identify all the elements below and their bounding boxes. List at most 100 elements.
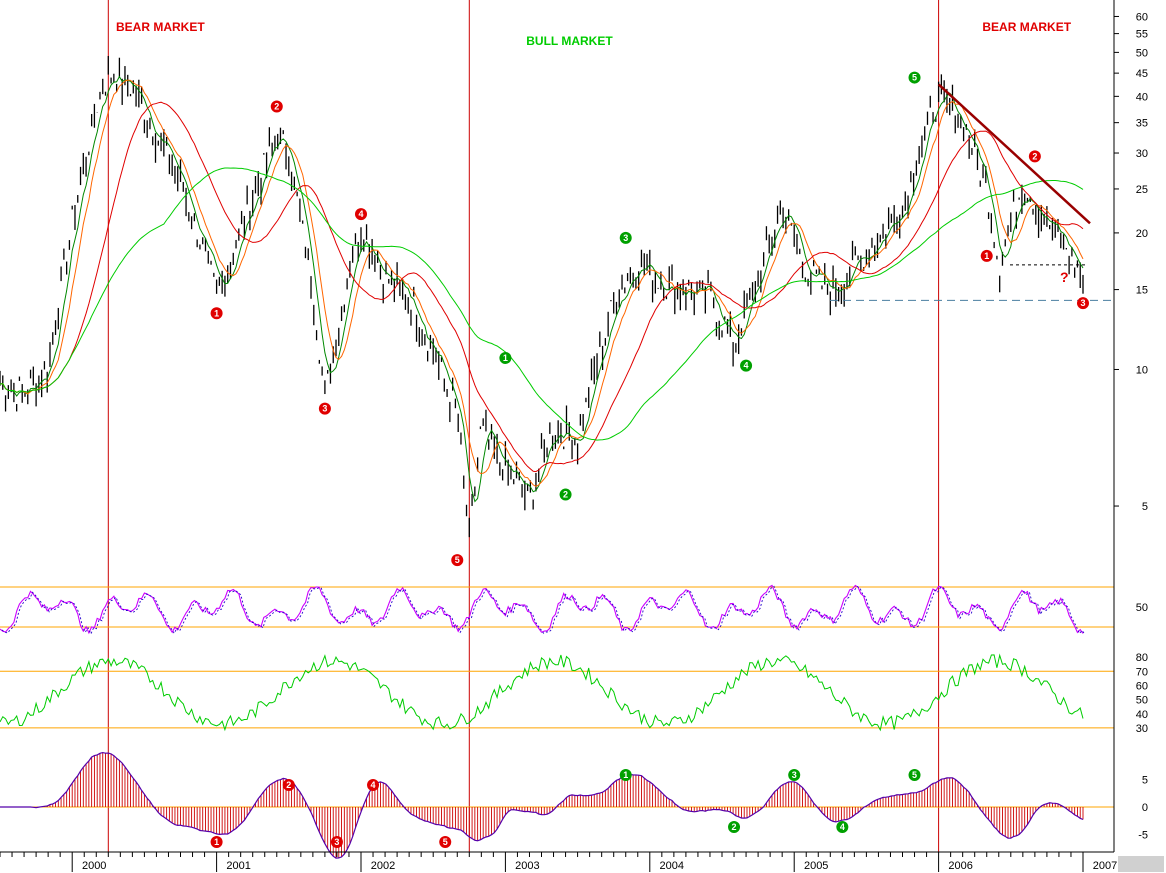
y-tick-label: 25 (1136, 184, 1148, 196)
market-phase-label: BEAR MARKET (982, 20, 1071, 34)
wave-marker: 2 (282, 779, 295, 791)
wave-marker-label: 2 (286, 780, 291, 790)
wave-marker-label: 4 (371, 780, 376, 790)
question-mark: ? (1060, 269, 1069, 285)
stochastic-panel (0, 653, 1084, 732)
wave-marker: 1 (210, 307, 223, 320)
y-tick-label: 60 (1136, 11, 1148, 23)
scrollbar-corner (1118, 856, 1164, 872)
wave-marker-dot (210, 307, 223, 320)
downtrend-line (937, 83, 1091, 225)
wave-marker-dot (728, 821, 741, 833)
wave-marker-label: 3 (792, 770, 797, 780)
wave-marker-label: 1 (984, 251, 989, 261)
wave-marker: 2 (559, 488, 572, 501)
wave-marker-label: 4 (358, 209, 363, 219)
x-tick-label: 2003 (515, 860, 539, 872)
wave-marker-label: 4 (744, 361, 749, 371)
macd-tick-label: 0 (1142, 802, 1148, 814)
wave-marker: 3 (619, 231, 632, 244)
stochastic-tick-label: 40 (1136, 709, 1148, 721)
indicator-guide-lines (0, 586, 1114, 808)
stochastic-tick-label: 60 (1136, 680, 1148, 692)
y-tick-label: 40 (1136, 91, 1148, 103)
bear-bull-divider-lines (107, 0, 940, 852)
macd-tick-label: -5 (1138, 830, 1148, 842)
wave-marker-label: 3 (322, 404, 327, 414)
wave-marker-label: 1 (214, 837, 219, 847)
wave-marker: 3 (1077, 297, 1089, 310)
wave-marker: 2 (728, 821, 741, 833)
wave-marker-dot (980, 249, 993, 262)
wave-marker: 1 (499, 351, 512, 364)
wave-marker: 5 (908, 71, 921, 84)
elliott-wave-markers: 1 2 3 4 5 1 2 3 4 5 1 2 3 1 2 3 4 5 1 2 3 4 5 (210, 71, 1089, 848)
wave-marker: 5 (451, 554, 464, 567)
macd-tick-label: 5 (1142, 775, 1148, 787)
wave-marker-dot (559, 488, 572, 501)
x-tick-label: 2005 (804, 860, 828, 872)
y-tick-label: 30 (1136, 148, 1148, 160)
wave-marker-label: 1 (503, 353, 508, 363)
stochastic-tick-label: 80 (1136, 652, 1148, 664)
y-tick-label: 55 (1136, 29, 1148, 41)
moving-average-short (0, 75, 1084, 503)
wave-marker-dot (499, 351, 512, 364)
x-tick-label: 2006 (948, 860, 972, 872)
wave-marker-dot (270, 100, 283, 113)
wave-marker: 4 (740, 359, 753, 372)
wave-marker: 2 (1028, 150, 1041, 163)
wave-marker-label: 5 (443, 837, 448, 847)
y-tick-label: 35 (1136, 118, 1148, 130)
wave-marker-dot (1028, 150, 1041, 163)
wave-marker-dot (367, 779, 380, 791)
price-panel (0, 56, 1112, 538)
stochastic-tick-label: 50 (1136, 695, 1148, 707)
rsi-tick-label: 50 (1136, 602, 1148, 614)
y-tick-label: 50 (1136, 47, 1148, 59)
wave-marker-dot (330, 836, 343, 848)
wave-marker: 1 (210, 836, 223, 848)
market-phase-label: BULL MARKET (526, 34, 613, 48)
wave-marker-dot (740, 359, 753, 372)
wave-marker-dot (908, 769, 921, 781)
wave-marker-dot (619, 769, 632, 781)
macd-panel (0, 751, 1084, 859)
x-tick-label: 2002 (371, 860, 395, 872)
y-tick-label: 20 (1136, 228, 1148, 240)
moving-average-long (0, 101, 1084, 473)
rsi-line-signal (1, 585, 1086, 635)
wave-marker-label: 3 (334, 837, 339, 847)
wave-marker-dot (619, 231, 632, 244)
wave-marker: 3 (330, 836, 343, 848)
wave-marker: 4 (355, 208, 367, 221)
macd-histogram (32, 752, 1084, 859)
wave-marker: 4 (367, 779, 380, 791)
wave-marker: 1 (619, 769, 632, 781)
wave-marker: 2 (270, 100, 283, 113)
wave-marker: 3 (318, 402, 331, 415)
wave-marker: 3 (788, 769, 801, 781)
wave-marker-label: 5 (912, 73, 917, 83)
wave-marker-dot (908, 71, 921, 84)
wave-marker-dot (836, 821, 849, 833)
market-phase-label: BEAR MARKET (116, 20, 205, 34)
stochastic-tick-label: 30 (1136, 723, 1148, 735)
moving-average-mid (0, 79, 1084, 487)
wave-marker-dot (1077, 297, 1089, 310)
wave-marker-dot (210, 836, 223, 848)
market-annotations: BEAR MARKET BULL MARKET BEAR MARKET? (116, 20, 1072, 285)
wave-marker: 5 (908, 769, 921, 781)
wave-marker-label: 5 (912, 770, 917, 780)
wave-marker-dot (788, 769, 801, 781)
wave-marker-label: 2 (563, 490, 568, 500)
y-tick-label: 45 (1136, 68, 1148, 80)
y-tick-label: 5 (1142, 501, 1148, 513)
wave-marker-dot (355, 208, 367, 221)
wave-marker-label: 3 (1080, 298, 1085, 308)
stochastic-line (0, 653, 1084, 732)
wave-marker-label: 1 (214, 308, 219, 318)
wave-marker-dot (282, 779, 295, 791)
rsi-line (0, 584, 1084, 635)
